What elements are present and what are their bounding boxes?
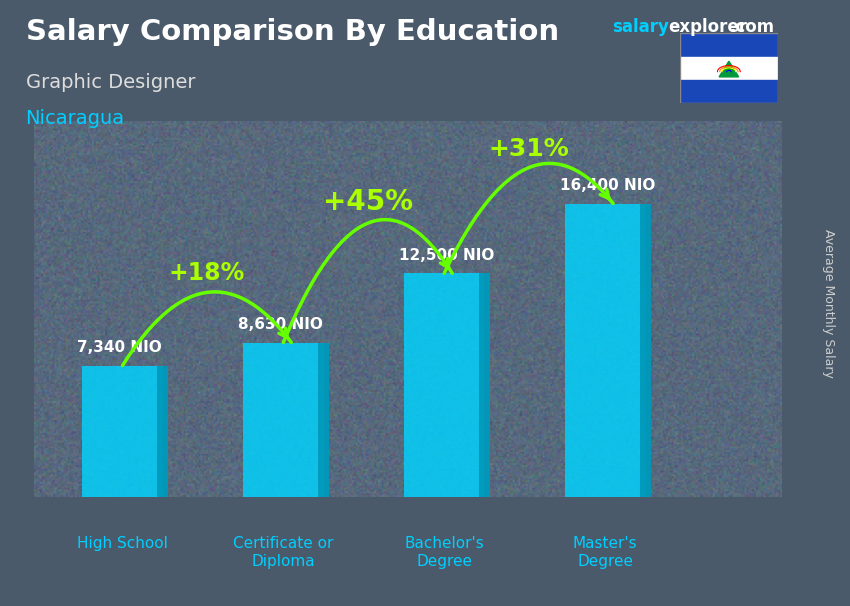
Text: High School: High School [77, 536, 168, 551]
Text: 12,500 NIO: 12,500 NIO [400, 247, 495, 262]
Bar [680, 56, 778, 80]
Text: Nicaragua: Nicaragua [26, 109, 125, 128]
Text: 16,400 NIO: 16,400 NIO [560, 178, 655, 193]
Bar [680, 80, 778, 103]
Text: salary: salary [612, 18, 669, 36]
Text: .com: .com [729, 18, 774, 36]
Text: Average Monthly Salary: Average Monthly Salary [822, 228, 836, 378]
Text: 7,340 NIO: 7,340 NIO [77, 340, 162, 355]
Bar [82, 365, 162, 497]
Bar [243, 342, 324, 497]
Bar [640, 204, 651, 497]
Bar [157, 365, 168, 497]
Text: Master's
Degree: Master's Degree [573, 536, 638, 568]
Text: Salary Comparison By Education: Salary Comparison By Education [26, 18, 558, 46]
Text: +31%: +31% [488, 136, 569, 161]
Bar [680, 33, 778, 56]
Text: Certificate or
Diploma: Certificate or Diploma [233, 536, 333, 568]
Text: Graphic Designer: Graphic Designer [26, 73, 195, 92]
Bar [479, 273, 490, 497]
Bar [565, 204, 645, 497]
Text: +18%: +18% [169, 261, 245, 285]
Bar [404, 273, 484, 497]
Bar [318, 342, 329, 497]
Polygon shape [719, 61, 739, 77]
Text: 8,630 NIO: 8,630 NIO [238, 317, 323, 331]
Text: +45%: +45% [323, 188, 413, 216]
Text: Bachelor's
Degree: Bachelor's Degree [405, 536, 484, 568]
Text: explorer: explorer [668, 18, 747, 36]
